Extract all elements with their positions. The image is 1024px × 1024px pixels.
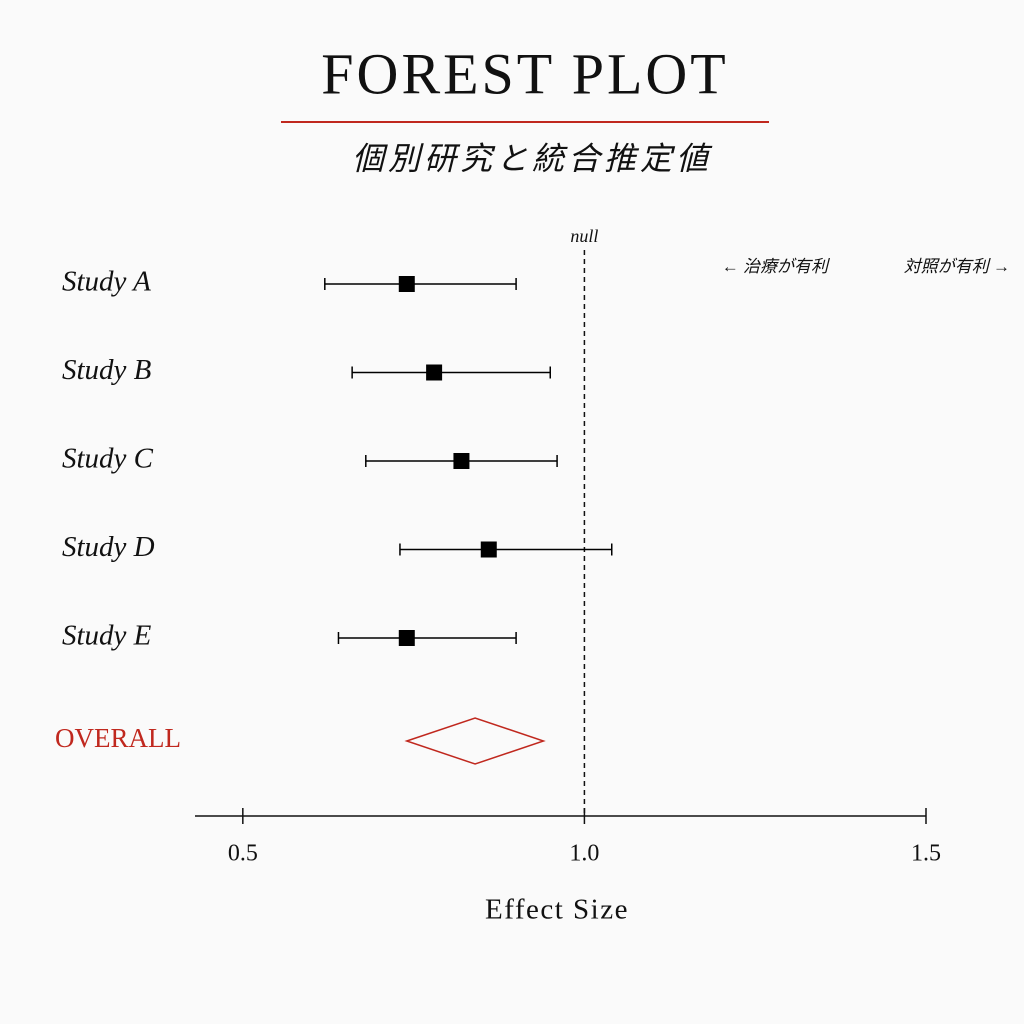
study-label: Study B bbox=[62, 354, 152, 386]
annotation: 対照が有利 → bbox=[904, 257, 1010, 276]
study-label: Study A bbox=[62, 266, 151, 298]
study-label: Study E bbox=[62, 620, 152, 652]
point-estimate bbox=[398, 630, 415, 646]
chart-subtitle: 個別研究と統合推定値 bbox=[352, 140, 713, 176]
study-label: Study D bbox=[62, 531, 155, 563]
x-tick-label: 1.5 bbox=[911, 841, 941, 867]
annotation: ← 治療が有利 bbox=[722, 257, 831, 276]
overall-diamond bbox=[404, 717, 546, 765]
chart-title: FOREST PLOT bbox=[321, 41, 728, 106]
x-axis-label: Effect Size bbox=[485, 894, 629, 926]
study-label: Study C bbox=[62, 443, 154, 475]
x-tick-label: 1.0 bbox=[569, 841, 599, 867]
point-estimate bbox=[426, 364, 443, 381]
point-estimate bbox=[398, 276, 415, 292]
point-estimate bbox=[480, 541, 497, 558]
overall-label: OVERALL bbox=[55, 723, 181, 753]
point-estimate bbox=[453, 453, 470, 469]
x-tick-label: 0.5 bbox=[228, 841, 258, 867]
null-label: null bbox=[570, 226, 598, 246]
